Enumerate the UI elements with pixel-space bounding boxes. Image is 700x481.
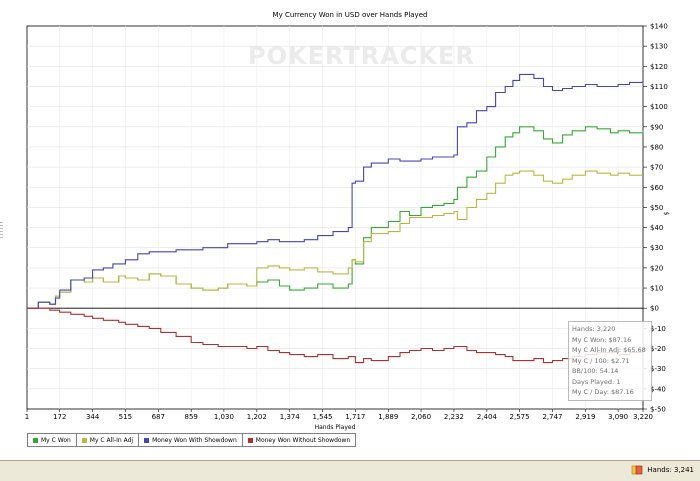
y-tick-label: $-20 <box>650 345 666 353</box>
x-tick-label: 859 <box>185 413 198 421</box>
legend-label: My C All-In Adj <box>89 436 134 444</box>
y-tick-label: $0 <box>650 305 659 313</box>
x-tick-label: 1,374 <box>280 413 301 421</box>
x-tick-label: 687 <box>152 413 165 421</box>
plot-area <box>26 25 644 410</box>
y-tick-label: $60 <box>650 184 663 192</box>
x-tick-label: 515 <box>119 413 132 421</box>
tooltip-per100: My C / 100: $2.71 <box>572 356 630 365</box>
x-tick-label: 2,404 <box>477 413 498 421</box>
y-tick-label: $120 <box>650 63 668 71</box>
legend-item-my-c-won[interactable]: My C Won <box>28 434 77 446</box>
legend-swatch <box>33 437 38 443</box>
tooltip-perday: My C / Day: $87.16 <box>572 388 634 396</box>
pokertracker-watermark: POKERTRACKER <box>248 42 475 70</box>
y-tick-label: $10 <box>650 285 663 293</box>
y-tick-label: $-10 <box>650 325 666 333</box>
x-tick-label: 1,030 <box>214 413 234 421</box>
x-tick-label: 1,202 <box>247 413 267 421</box>
y-tick-label: $30 <box>650 244 663 252</box>
status-bar: Hands: 3,241 <box>0 460 700 481</box>
y-tick-label: $130 <box>650 43 668 51</box>
x-tick-label: 3,220 <box>633 413 653 421</box>
x-tick-label: 2,060 <box>411 413 431 421</box>
y-tick-label: $140 <box>650 23 668 31</box>
x-tick-label: 2,575 <box>510 413 530 421</box>
status-hands-label: Hands: 3,241 <box>647 466 694 474</box>
tooltip-allin: My C All-In Adj: $65.68 <box>572 346 646 354</box>
series-line-my-c-all-in-adj <box>27 170 643 309</box>
chart-legend: My C Won My C All-In Adj Money Won With … <box>27 433 357 447</box>
x-tick-label: 1,545 <box>312 413 332 421</box>
y-tick-label: $110 <box>650 83 668 91</box>
legend-item-my-c-all-in-adj[interactable]: My C All-In Adj <box>77 434 140 446</box>
legend-label: Money Won With Showdown <box>152 436 237 444</box>
x-tick-label: 3,090 <box>608 413 628 421</box>
tooltip-bb100: BB/100: 54.14 <box>572 367 619 375</box>
legend-swatch <box>247 437 253 443</box>
cards-icon <box>631 465 643 475</box>
y-tick-label: $20 <box>650 264 663 272</box>
splitter-grip[interactable] <box>0 222 3 240</box>
tooltip-won: My C Won: $87.16 <box>572 335 632 344</box>
y-tick-label: $50 <box>650 204 663 212</box>
y-tick-label: $100 <box>650 103 668 111</box>
legend-swatch <box>144 437 150 443</box>
chart-frame: $-50 $-40 $-30 $-20 $-10 $0 $10 $20 $30 $40 $50 $60… <box>0 0 700 460</box>
series-line-money-won-with-showdown <box>27 73 644 309</box>
y-tick-label: $80 <box>650 143 663 151</box>
x-tick-label: 344 <box>86 413 100 421</box>
series-line-money-won-without-showdown <box>27 307 644 364</box>
y-tick-label: $-30 <box>650 365 666 373</box>
legend-swatch <box>81 437 87 443</box>
hover-tooltip: Hands: 3,220 My C Won: $87.16 My C All-I… <box>568 321 652 401</box>
x-tick-label: 1,889 <box>378 413 398 421</box>
tooltip-days: Days Played: 1 <box>572 377 621 386</box>
legend-label: Money Won Without Showdown <box>255 436 351 444</box>
y-tick-label: $-40 <box>650 385 666 393</box>
x-tick-label: 2,232 <box>444 413 464 421</box>
legend-item-money-won-with-showdown[interactable]: Money Won With Showdown <box>139 434 243 446</box>
y-tick-label: $40 <box>650 224 663 232</box>
legend-item-money-won-without-showdown[interactable]: Money Won Without Showdown <box>243 434 356 446</box>
x-tick-label: 1,717 <box>345 413 365 421</box>
legend-label: My C Won <box>41 436 71 444</box>
y-axis-label: $ <box>662 211 670 216</box>
x-tick-label: 2,919 <box>575 413 595 421</box>
y-tick-label: $-50 <box>650 406 666 414</box>
chart-title: My Currency Won in USD over Hands Played <box>272 11 428 19</box>
x-tick-label: 2,747 <box>542 413 562 421</box>
y-tick-label: $90 <box>650 123 663 131</box>
x-tick-label: 1 <box>25 413 29 421</box>
x-tick-label: 172 <box>53 413 66 421</box>
y-tick-label: $70 <box>650 164 663 172</box>
tooltip-hands: Hands: 3,220 <box>572 325 616 333</box>
x-axis-label: Hands Played <box>314 424 356 431</box>
chart-plot: $-50 $-40 $-30 $-20 $-10 $0 $10 $20 $30 $40 $50 $60… <box>25 23 668 422</box>
status-hands: Hands: 3,241 <box>631 465 694 475</box>
